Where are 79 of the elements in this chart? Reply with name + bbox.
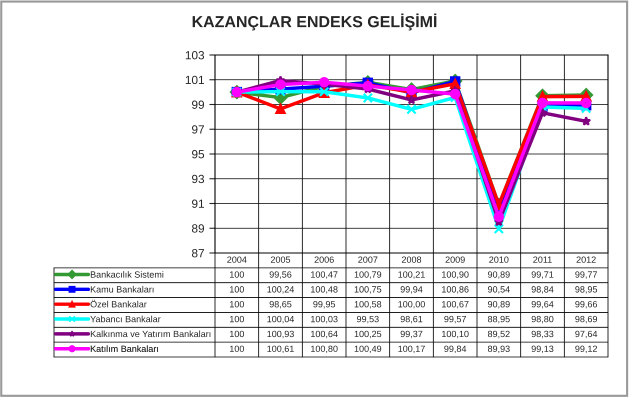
data-label: 100,93 [267,330,294,338]
x-tick-label: 2004 [227,256,247,263]
x-tick-label: 2006 [314,256,334,263]
data-label: 88,95 [488,316,510,324]
data-label: 100,03 [311,316,338,324]
data-label: 100,61 [267,346,294,354]
data-label: 99,64 [532,301,554,308]
data-label: 100,75 [354,286,382,294]
data-label: 98,61 [400,316,422,324]
y-tick-label: 97 [192,125,204,134]
data-label: 99,13 [532,346,554,354]
legend-label: Bankacılık Sistemi [90,271,164,278]
x-tick-label: 2008 [402,256,422,263]
data-label: 100 [230,316,244,322]
legend-label: Katılım Bankaları [90,345,158,352]
data-label: 100 [230,271,244,278]
data-label: 98,95 [575,286,598,294]
data-label: 90,54 [488,286,510,294]
legend-label: Kalkınma ve Yatırım Bankaları [90,330,210,338]
data-label: 100 [230,301,244,308]
y-tick-label: 101 [186,76,204,84]
legend-label: Yabancı Bankalar [90,316,161,322]
y-tick-label: 99 [192,100,204,109]
data-label: 90,89 [488,301,510,308]
y-tick-label: 95 [192,150,204,158]
y-tick-label: 103 [186,51,204,60]
data-label: 99,95 [313,301,336,308]
data-label: 99,71 [532,271,554,279]
data-label: 98,69 [575,316,598,324]
data-label: 100,86 [442,286,469,294]
data-label: 99,12 [575,346,598,354]
data-label: 99,77 [575,271,598,279]
data-label: 100 [230,346,244,352]
data-label: 100,58 [354,301,382,308]
data-label: 100,80 [311,346,338,354]
data-label: 100,24 [267,286,294,294]
data-label: 100,25 [354,330,382,338]
x-tick-label: 2009 [446,256,465,263]
data-label: 99,53 [356,316,379,324]
y-tick-label: 87 [192,249,204,258]
x-tick-label: 2010 [489,256,509,263]
data-label: 99,57 [444,316,466,324]
x-tick-label: 2007 [358,256,378,263]
x-tick-label: 2005 [270,256,290,263]
data-label: 100,00 [398,301,425,308]
data-label: 100,79 [354,271,382,279]
data-label: 100 [230,286,244,293]
data-label: 100,90 [442,271,469,279]
data-label: 89,93 [488,346,510,354]
data-label: 99,37 [400,330,422,338]
data-label: 100,21 [398,271,425,279]
data-label: 98,33 [532,330,554,338]
legend-label: Özel Bankalar [90,300,147,308]
data-label: 100,67 [442,301,469,308]
data-label: 100,17 [398,346,425,354]
chart-title: KAZANÇLAR ENDEKS GELİŞİMİ [192,14,436,30]
data-label: 100,48 [311,286,338,294]
x-tick-label: 2011 [533,256,552,263]
data-label: 99,56 [270,271,292,279]
data-label: 100,04 [267,316,294,324]
data-label: 100,47 [311,271,338,279]
data-label: 100 [230,330,244,338]
data-label: 89,52 [488,330,510,338]
data-label: 98,65 [270,301,292,308]
data-label: 99,94 [400,286,423,294]
data-label: 90,89 [488,271,510,279]
data-label: 100,64 [311,330,338,338]
data-label: 97,64 [575,330,598,338]
y-tick-label: 91 [192,200,204,208]
y-tick-label: 89 [192,224,204,233]
data-label: 100,10 [442,330,469,338]
legend-label: Kamu Bankaları [90,286,154,293]
x-tick-label: 2012 [576,256,596,263]
data-label: 99,66 [575,301,598,308]
data-label: 98,84 [532,286,554,294]
data-label: 98,80 [532,316,554,324]
y-tick-label: 93 [192,174,204,184]
data-label: 99,84 [444,346,466,354]
data-label: 100,49 [354,346,382,354]
